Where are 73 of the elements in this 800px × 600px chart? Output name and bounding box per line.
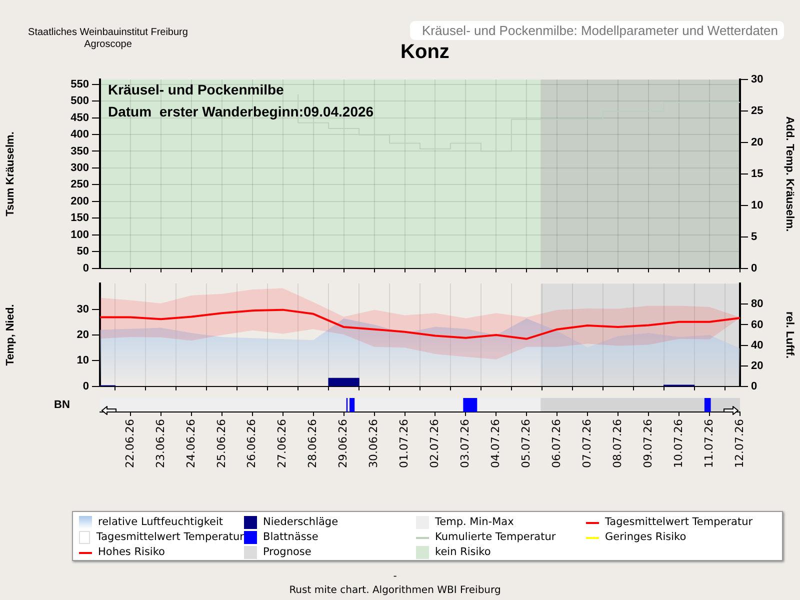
x-tick-label: 30.06.26 — [367, 419, 380, 468]
x-tick-label: 10.07.26 — [672, 419, 685, 468]
legend-label: Tagesmittelwert Temperatur — [605, 515, 753, 530]
y-tick-label: 300 — [70, 162, 89, 174]
annotation: Datum erster Wanderbeginn:09.04.2026 — [108, 103, 374, 120]
x-tick-label: 12.07.26 — [732, 419, 746, 468]
y-tick-label: 150 — [70, 212, 89, 224]
y2-tick-label: 0 — [751, 262, 758, 274]
legend-label: Prognose — [263, 545, 312, 560]
x-tick-label: 03.07.26 — [458, 419, 472, 468]
y-tick-label: 0 — [82, 380, 89, 392]
x-tick-label: 11.07.26 — [702, 419, 716, 468]
x-tick-label: 08.07.26 — [610, 419, 624, 468]
x-tick-label: 29.06.26 — [336, 419, 350, 468]
x-tick-label: 26.06.26 — [245, 419, 258, 468]
x-tick-label: 01.07.26 — [398, 419, 411, 468]
y2-tick-label: 20 — [751, 136, 764, 149]
y2-tick-label: 40 — [751, 339, 764, 352]
x-tick-label: 28.06.26 — [306, 419, 320, 468]
y2-axis-title: rel. Luftf. — [783, 311, 796, 359]
x-tick-label: 07.07.26 — [580, 419, 594, 468]
x-tick-label: 23.06.26 — [154, 419, 167, 468]
y-axis-title: BN — [54, 399, 70, 411]
text: Staatliches Weinbauinstitut Freiburg — [28, 27, 188, 39]
legend-label: Tagesmittelwert Temperatur — [96, 530, 244, 545]
y2-axis-title: Add. Temp. Kräuselm. — [783, 116, 796, 232]
legend-label: Kumulierte Temperatur — [435, 530, 556, 545]
x-tick-label: 05.07.26 — [520, 419, 533, 468]
y2-tick-label: 5 — [751, 230, 758, 243]
y-tick-label: 400 — [70, 128, 89, 141]
y2-tick-label: 10 — [751, 200, 764, 212]
y-tick-label: 20 — [76, 329, 89, 342]
x-tick-label: 22.06.26 — [123, 419, 136, 468]
y2-tick-label: 15 — [751, 168, 764, 180]
legend-label: relative Luftfeuchtigkeit — [98, 515, 224, 530]
x-tick-label: 27.06.26 — [276, 419, 289, 468]
y-tick-label: 200 — [70, 195, 89, 208]
y2-tick-label: 25 — [751, 105, 764, 118]
y-tick-label: 10 — [76, 354, 89, 367]
y-axis-title: Temp, Nied. — [4, 304, 17, 366]
y-tick-label: 100 — [70, 228, 89, 241]
legend-label: Geringes Risiko — [605, 530, 686, 545]
x-tick-label: 04.07.26 — [489, 419, 502, 468]
annotation: Kräusel- und Pockenmilbe — [108, 81, 284, 98]
x-tick-label: 24.06.26 — [184, 419, 198, 468]
y-tick-label: 250 — [70, 178, 89, 191]
y2-tick-label: 0 — [751, 380, 758, 392]
x-tick-label: 06.07.26 — [550, 419, 563, 468]
legend-label: Temp. Min-Max — [435, 515, 514, 530]
y-tick-label: 450 — [70, 112, 89, 124]
text: Rust mite chart. Algorithmen WBI Freiburg — [288, 584, 502, 598]
chart-title: Konz — [400, 41, 450, 63]
text: Blattnässe — [263, 530, 318, 545]
y2-tick-label: 80 — [751, 298, 764, 310]
y-tick-label: 350 — [70, 145, 89, 158]
y-axis-title: Tsum Kräuselm. — [4, 132, 17, 216]
legend-label: Hohes Risiko — [98, 545, 165, 560]
legend-label: Niederschläge — [263, 515, 338, 530]
text: - — [392, 570, 398, 584]
x-tick-label: 02.07.26 — [428, 419, 442, 468]
y-tick-label: 0 — [82, 262, 89, 274]
y-tick-label: 50 — [76, 246, 89, 258]
x-tick-label: 09.07.26 — [641, 419, 654, 468]
text: Agroscope — [83, 39, 133, 51]
chart-subtitle: Kräusel- und Pockenmilbe: Modellparameter und Wetterdaten — [410, 21, 784, 40]
x-tick-label: 25.06.26 — [214, 419, 228, 468]
y2-tick-label: 20 — [751, 360, 764, 372]
y-tick-label: 30 — [76, 303, 89, 316]
y2-tick-label: 60 — [751, 318, 764, 331]
legend-label: kein Risiko — [435, 545, 491, 560]
y-tick-label: 550 — [70, 78, 89, 90]
y-tick-label: 500 — [70, 95, 89, 108]
y2-tick-label: 30 — [751, 74, 764, 86]
